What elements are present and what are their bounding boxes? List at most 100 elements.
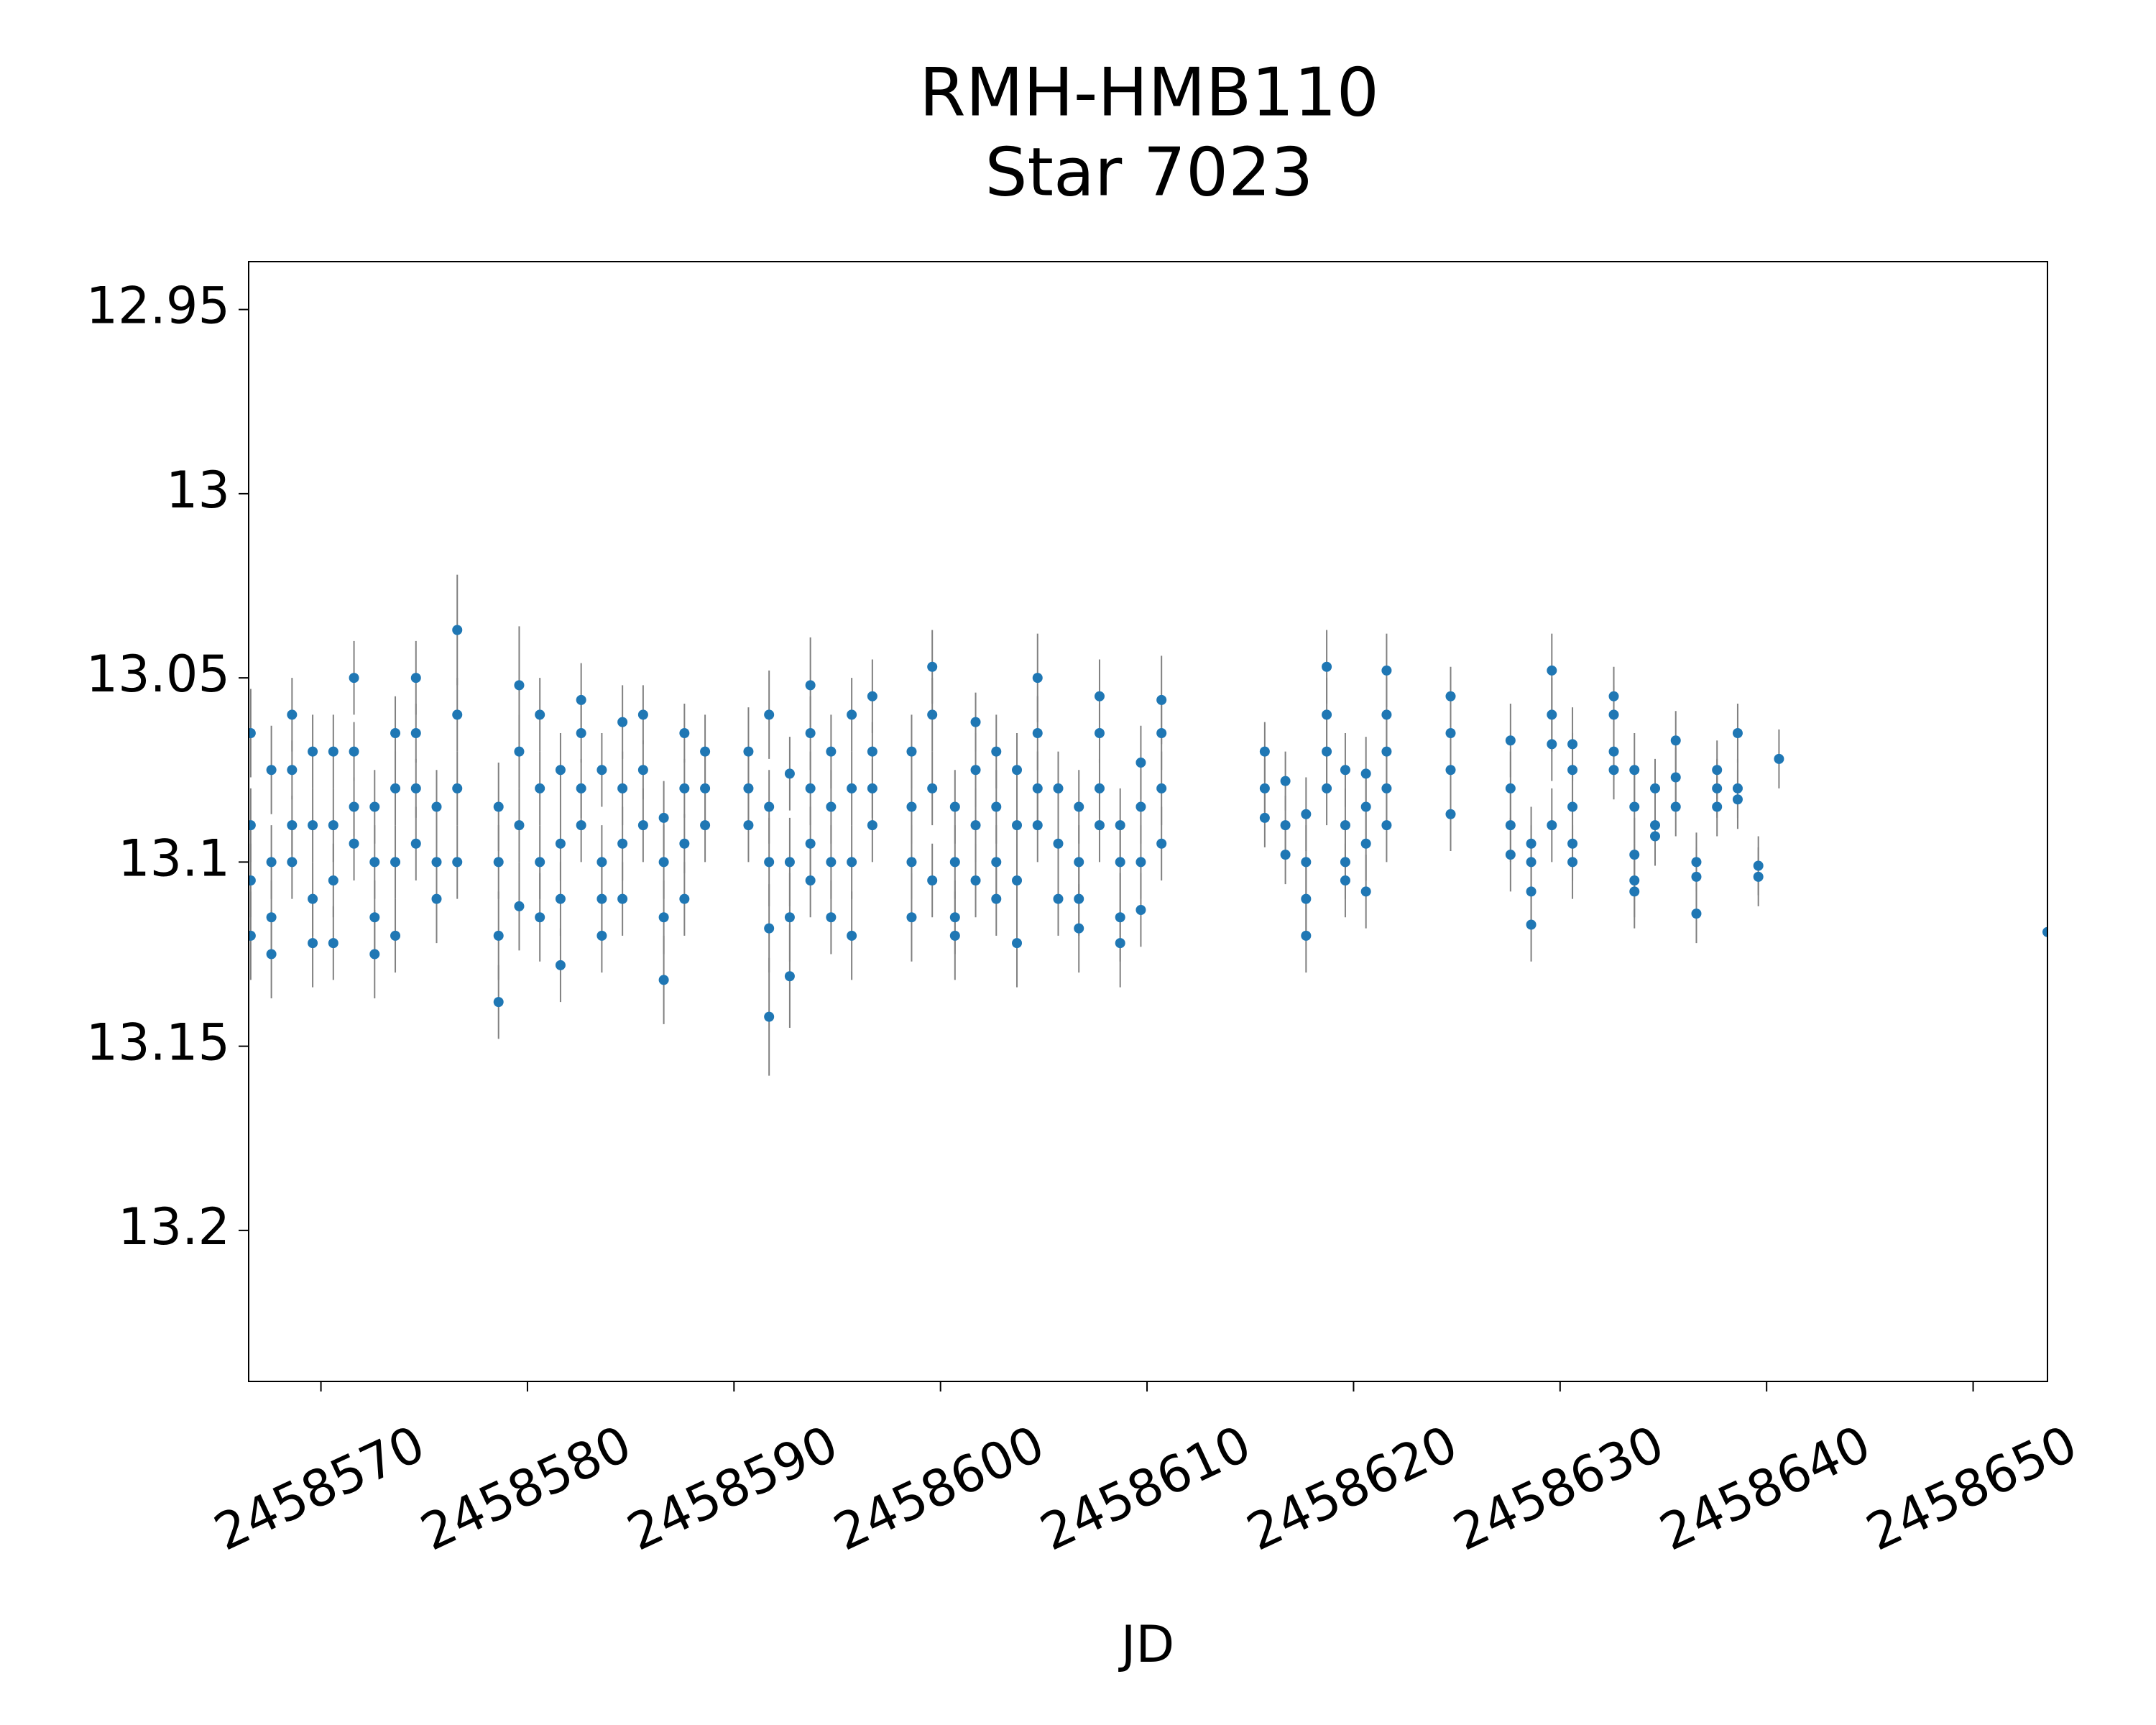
data-point bbox=[1505, 735, 1516, 746]
data-point bbox=[1608, 746, 1619, 757]
data-point bbox=[826, 912, 837, 923]
data-point bbox=[1259, 783, 1270, 794]
data-point bbox=[991, 746, 1002, 757]
data-point bbox=[1567, 739, 1578, 750]
data-point bbox=[1629, 850, 1640, 860]
data-point bbox=[1381, 746, 1392, 757]
data-point bbox=[700, 820, 711, 831]
data-point bbox=[535, 783, 545, 794]
data-point bbox=[1732, 783, 1743, 794]
data-point bbox=[1012, 820, 1023, 831]
data-point bbox=[493, 801, 504, 812]
data-point bbox=[743, 746, 754, 757]
data-point bbox=[576, 783, 586, 794]
data-point bbox=[805, 838, 816, 849]
data-point bbox=[1074, 857, 1084, 868]
data-point bbox=[1670, 801, 1681, 812]
data-point bbox=[1135, 801, 1146, 812]
y-tick-label: 13.15 bbox=[86, 1013, 230, 1072]
data-point bbox=[1649, 783, 1660, 794]
data-point bbox=[1629, 886, 1640, 897]
y-tick-label: 13.2 bbox=[118, 1197, 230, 1256]
data-point bbox=[1280, 850, 1291, 860]
data-point bbox=[658, 975, 669, 985]
data-point bbox=[1505, 850, 1516, 860]
data-point bbox=[1156, 694, 1167, 705]
data-point bbox=[1094, 728, 1105, 738]
data-point bbox=[805, 728, 816, 738]
data-point bbox=[328, 746, 338, 757]
data-point bbox=[1608, 691, 1619, 702]
data-point bbox=[617, 717, 628, 727]
data-point bbox=[847, 857, 857, 868]
data-point bbox=[535, 709, 545, 720]
data-point bbox=[764, 857, 775, 868]
y-tick-label: 13 bbox=[166, 461, 230, 520]
data-point bbox=[369, 801, 380, 812]
data-point bbox=[555, 765, 566, 776]
data-point bbox=[287, 820, 298, 831]
data-point bbox=[1567, 857, 1578, 868]
data-point bbox=[637, 709, 648, 720]
data-point bbox=[1115, 938, 1125, 949]
data-point bbox=[328, 875, 338, 886]
data-point bbox=[410, 673, 421, 684]
data-point bbox=[1360, 801, 1371, 812]
plot-frame bbox=[248, 261, 2048, 1382]
data-point bbox=[249, 930, 256, 941]
data-point bbox=[1094, 691, 1105, 702]
data-point bbox=[1340, 765, 1350, 776]
data-point bbox=[1053, 783, 1064, 794]
data-point bbox=[949, 857, 960, 868]
data-point bbox=[1259, 812, 1270, 823]
data-point bbox=[658, 812, 669, 823]
data-point bbox=[1135, 857, 1146, 868]
data-point bbox=[1115, 857, 1125, 868]
data-point bbox=[1753, 860, 1764, 871]
data-point bbox=[349, 801, 359, 812]
data-point bbox=[1156, 728, 1167, 738]
data-point bbox=[1526, 838, 1537, 849]
data-point bbox=[1774, 753, 1784, 764]
data-point bbox=[949, 801, 960, 812]
data-point bbox=[617, 893, 628, 904]
data-point bbox=[1381, 783, 1392, 794]
data-point bbox=[1032, 728, 1043, 738]
data-point bbox=[1381, 820, 1392, 831]
data-point bbox=[287, 857, 298, 868]
y-tick-label: 12.95 bbox=[86, 277, 230, 336]
data-point bbox=[867, 746, 877, 757]
data-point bbox=[1074, 801, 1084, 812]
data-point bbox=[1691, 871, 1702, 882]
y-tick-label: 13.1 bbox=[118, 829, 230, 888]
data-point bbox=[328, 938, 338, 949]
data-point bbox=[1094, 820, 1105, 831]
data-point bbox=[1712, 801, 1723, 812]
data-point bbox=[847, 783, 857, 794]
data-point bbox=[2042, 926, 2047, 937]
data-point bbox=[764, 709, 775, 720]
data-point bbox=[493, 930, 504, 941]
data-point bbox=[266, 912, 277, 923]
data-point bbox=[596, 857, 607, 868]
data-point bbox=[906, 912, 917, 923]
data-point bbox=[1280, 820, 1291, 831]
data-point bbox=[1649, 831, 1660, 842]
data-point bbox=[1712, 765, 1723, 776]
data-point bbox=[514, 901, 525, 911]
data-point bbox=[805, 875, 816, 886]
data-point bbox=[784, 768, 795, 779]
data-point bbox=[431, 893, 442, 904]
data-point bbox=[1360, 838, 1371, 849]
data-point bbox=[493, 997, 504, 1008]
data-point bbox=[658, 912, 669, 923]
data-point bbox=[410, 783, 421, 794]
data-point bbox=[1259, 746, 1270, 757]
data-point bbox=[1608, 765, 1619, 776]
data-point bbox=[576, 820, 586, 831]
data-point bbox=[1053, 893, 1064, 904]
data-point bbox=[679, 783, 690, 794]
data-point bbox=[805, 783, 816, 794]
data-point bbox=[308, 746, 318, 757]
data-point bbox=[1547, 665, 1557, 676]
